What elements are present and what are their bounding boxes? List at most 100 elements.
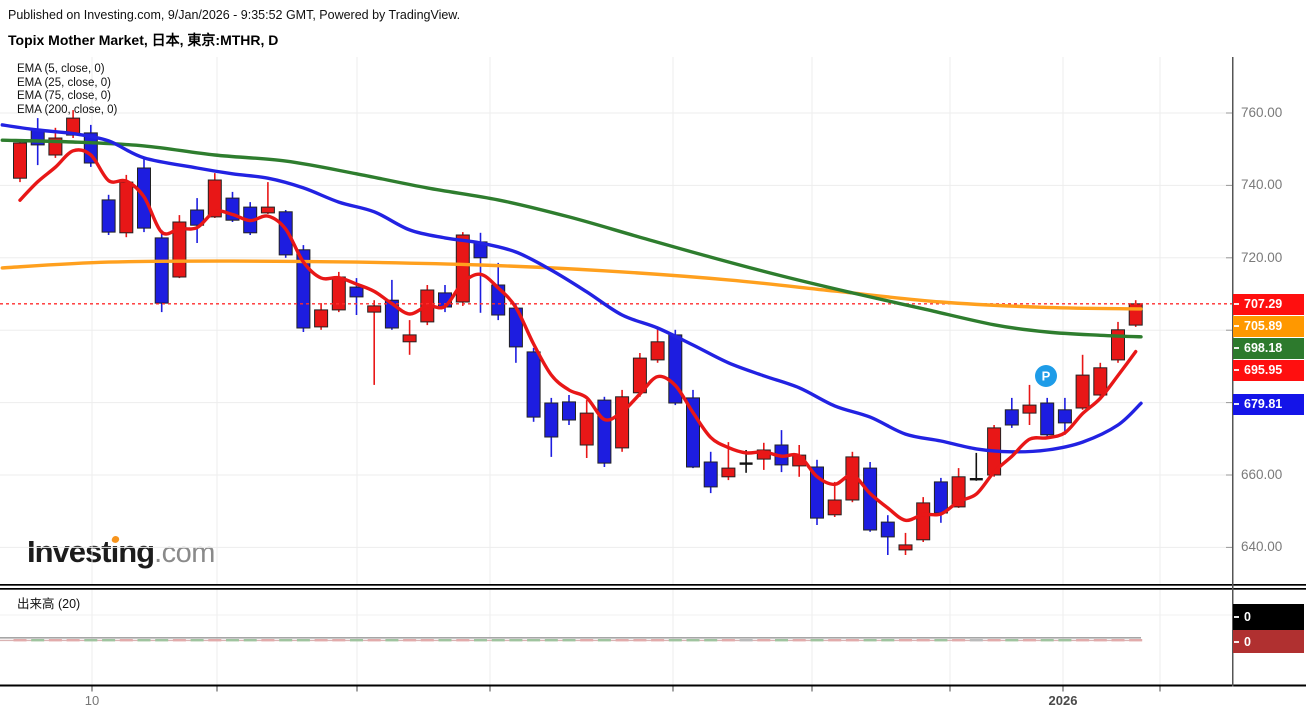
volume-bar xyxy=(84,639,98,642)
volume-bar xyxy=(863,639,877,642)
volume-bar xyxy=(1023,639,1036,642)
volume-bar xyxy=(261,639,275,642)
volume-bar xyxy=(350,639,363,642)
tag-tick-dash xyxy=(1234,302,1239,305)
candle-body xyxy=(331,276,346,311)
volume-bar xyxy=(668,639,682,642)
ema75-line xyxy=(0,138,1143,339)
volume-bar xyxy=(420,639,434,642)
volume-bar xyxy=(987,639,1001,642)
volume-bar xyxy=(243,639,257,642)
volume-bar xyxy=(31,639,45,642)
candle-body xyxy=(101,199,116,233)
ema5-legend-label: EMA (5, close, 0) xyxy=(17,63,105,75)
candle-body xyxy=(154,237,169,304)
volume-bar xyxy=(456,639,470,642)
x-axis-label[interactable]: 2026 xyxy=(1048,693,1078,708)
volume-bar xyxy=(13,639,27,642)
candle-body xyxy=(898,544,913,551)
candle-body xyxy=(314,309,329,328)
candle-doji-body xyxy=(969,478,983,481)
volume-bar xyxy=(367,639,381,642)
candle-body xyxy=(880,521,895,538)
volume-bar xyxy=(881,639,895,642)
volume-bar xyxy=(172,639,186,642)
volume-bar xyxy=(491,639,505,642)
candle-body xyxy=(703,461,718,488)
candle-body xyxy=(526,351,541,418)
candle-body xyxy=(13,142,27,179)
volume-bar xyxy=(845,639,859,642)
volume-bar xyxy=(704,639,718,642)
volume-bar xyxy=(66,639,80,642)
price-axis-label[interactable]: 720.00 xyxy=(1241,249,1283,265)
candle-body xyxy=(83,132,98,164)
candle-body xyxy=(615,396,630,449)
candle-body xyxy=(1004,409,1019,426)
volume-bar xyxy=(1076,639,1090,642)
candle-body xyxy=(207,179,222,218)
candle-body xyxy=(544,402,559,438)
logo-text-i: ı xyxy=(110,534,120,569)
volume-bar xyxy=(474,639,487,642)
price-axis-label[interactable]: 740.00 xyxy=(1241,177,1283,193)
volume-bar xyxy=(137,639,151,642)
candle-body xyxy=(190,209,205,226)
candle-body xyxy=(1057,409,1072,424)
x-axis-line[interactable] xyxy=(0,684,1306,687)
x-axis-label[interactable]: 10 xyxy=(84,693,100,708)
price-axis-label[interactable]: 760.00 xyxy=(1241,105,1283,120)
candle-body xyxy=(597,399,612,464)
price-axis-line[interactable] xyxy=(1232,57,1234,687)
candle-body xyxy=(278,211,293,256)
candle-body xyxy=(827,499,842,516)
volume-bar xyxy=(562,639,576,642)
volume-bar xyxy=(952,639,966,642)
chart-title: Topix Mother Market, 日本, 東京:MTHR, D xyxy=(8,32,279,48)
p-marker-letter[interactable]: P xyxy=(1042,369,1051,384)
candle-body xyxy=(1128,303,1143,326)
ema25-legend-label: EMA (25, close, 0) xyxy=(17,76,111,89)
candle-body xyxy=(260,206,275,214)
candle-body xyxy=(172,221,187,278)
volume-bar xyxy=(686,639,700,642)
volume-bar xyxy=(102,639,116,642)
tag-tick-dash xyxy=(1234,616,1239,618)
volume-bar xyxy=(775,639,788,642)
price-axis-label[interactable]: 640.00 xyxy=(1241,539,1283,555)
ema200-legend-label: EMA (200, close, 0) xyxy=(17,103,118,116)
volume-bar xyxy=(119,639,133,642)
p-marker-icon[interactable] xyxy=(1035,365,1057,387)
ema-legend: EMA (5, close, 0) EMA (25, close, 0) EMA… xyxy=(17,63,117,117)
candle-body xyxy=(367,305,382,313)
candle-body xyxy=(402,334,417,343)
tag-tick-dash xyxy=(1234,324,1239,327)
candle-body xyxy=(650,341,665,361)
candle-body xyxy=(349,286,364,298)
volume-bar xyxy=(296,639,310,642)
volume-bar xyxy=(155,639,169,642)
candle-body xyxy=(579,412,594,446)
candle-body xyxy=(1093,367,1108,396)
volume-bar xyxy=(934,639,948,642)
volume-tag: 0 xyxy=(1233,630,1304,653)
volume-bar xyxy=(651,639,665,642)
volume-pane-label: 出来高 (20) xyxy=(17,597,81,611)
candle-body xyxy=(933,481,948,514)
volume-bar xyxy=(509,639,523,642)
volume-bar xyxy=(633,639,647,642)
price-axis-label[interactable]: 660.00 xyxy=(1241,467,1283,482)
volume-bar xyxy=(757,639,771,642)
volume-bar xyxy=(332,639,346,642)
volume-tag: 0 xyxy=(1233,604,1304,630)
published-line: Published on Investing.com, 9/Jan/2026 -… xyxy=(8,8,461,22)
volume-bar xyxy=(403,639,417,642)
volume-bar xyxy=(544,639,558,642)
volume-bar xyxy=(615,639,629,642)
volume-bar xyxy=(1040,639,1054,642)
volume-bar xyxy=(190,639,204,642)
price-tag: 679.81 xyxy=(1233,393,1304,415)
candle-body xyxy=(1040,402,1055,436)
